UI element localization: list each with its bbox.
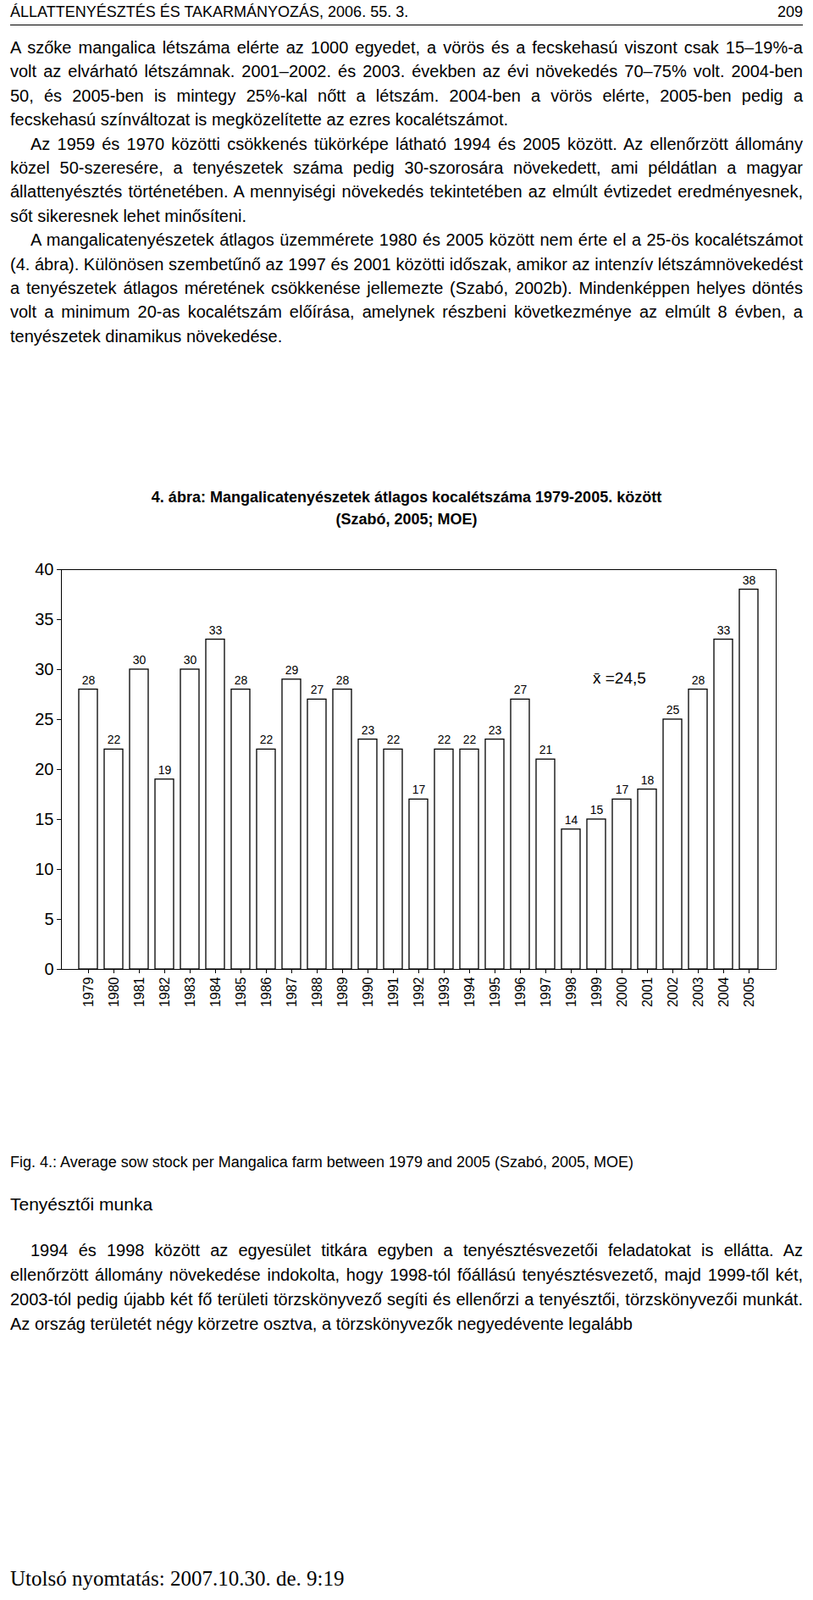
svg-text:30: 30 (132, 652, 147, 667)
html-text:A szőke mangalica létszáma elé: A szőke mangalica létszáma elérte az 100… (10, 38, 803, 129)
svg-text:30: 30 (34, 659, 54, 679)
svg-text:22: 22 (437, 732, 452, 747)
svg-text:28: 28 (336, 673, 350, 687)
svg-text:1989: 1989 (335, 976, 350, 1007)
svg-text:22: 22 (387, 732, 401, 747)
svg-text:2004: 2004 (716, 976, 731, 1007)
svg-text:22: 22 (463, 732, 477, 747)
svg-text:27: 27 (514, 682, 528, 697)
html-text:Az 1959 és 1970 közötti csökke: Az 1959 és 1970 közötti csökkenés tükörk… (10, 134, 803, 226)
svg-text:2001: 2001 (640, 976, 655, 1007)
svg-text:1980: 1980 (106, 976, 122, 1007)
svg-text:28: 28 (691, 673, 706, 687)
svg-text:1986: 1986 (259, 976, 274, 1007)
svg-text:1983: 1983 (182, 976, 198, 1007)
svg-text:2005: 2005 (741, 976, 757, 1007)
svg-text:28: 28 (234, 673, 249, 687)
svg-text:1999: 1999 (589, 976, 604, 1007)
svg-text:18: 18 (641, 773, 655, 787)
svg-text:29: 29 (285, 663, 299, 677)
svg-text:1991: 1991 (386, 976, 401, 1007)
svg-text:1985: 1985 (233, 976, 249, 1007)
svg-text:5: 5 (44, 909, 54, 929)
svg-text:23: 23 (488, 723, 503, 737)
svg-text:15: 15 (34, 809, 54, 829)
svg-text:19: 19 (158, 763, 172, 777)
svg-text:2002: 2002 (665, 976, 681, 1007)
svg-text:1990: 1990 (360, 976, 376, 1007)
html-text:Fig. 4.: Average sow stock per: Fig. 4.: Average sow stock per Mangalica… (10, 1153, 634, 1171)
svg-text:1993: 1993 (436, 976, 452, 1007)
svg-text:20: 20 (34, 759, 54, 779)
svg-text:1997: 1997 (538, 976, 554, 1007)
svg-text:17: 17 (615, 782, 630, 797)
svg-text:1994: 1994 (462, 976, 477, 1007)
svg-text:30: 30 (183, 652, 198, 667)
svg-text:33: 33 (209, 623, 223, 637)
svg-text:1987: 1987 (284, 976, 299, 1007)
svg-text:21: 21 (539, 742, 554, 757)
html-text:ÁLLATTENYÉSZTÉS ÉS TAKARMÁNYOZ: ÁLLATTENYÉSZTÉS ÉS TAKARMÁNYOZÁS, 2006. … (10, 3, 409, 21)
svg-text:17: 17 (412, 782, 426, 797)
svg-text:22: 22 (259, 732, 274, 747)
svg-text:33: 33 (717, 623, 731, 637)
svg-text:1981: 1981 (132, 976, 147, 1007)
svg-text:22: 22 (107, 732, 122, 747)
html-text:Utolsó nyomtatás: 2007.10.30.: Utolsó nyomtatás: 2007.10.30. de. 9:19 (10, 1566, 345, 1590)
svg-text:1984: 1984 (208, 976, 223, 1007)
svg-text:1992: 1992 (411, 976, 426, 1007)
svg-text:2000: 2000 (614, 976, 630, 1007)
svg-text:1979: 1979 (81, 976, 96, 1007)
svg-text:1988: 1988 (309, 976, 325, 1007)
svg-text:2003: 2003 (691, 976, 706, 1007)
svg-text:25: 25 (666, 702, 681, 717)
html-text:Tenyésztői munka: Tenyésztői munka (10, 1194, 153, 1214)
svg-text:15: 15 (590, 802, 604, 817)
svg-text:35: 35 (34, 609, 54, 629)
html-text:A mangalicatenyészetek átlagos: A mangalicatenyészetek átlagos üzemméret… (10, 230, 803, 346)
svg-text:38: 38 (742, 573, 757, 587)
html-text:x̄ =24,5: x̄ =24,5 (592, 669, 647, 687)
html-text:209: 209 (777, 3, 803, 21)
svg-text:14: 14 (564, 813, 579, 827)
svg-text:1982: 1982 (157, 976, 172, 1007)
svg-text:23: 23 (361, 723, 376, 737)
svg-text:0: 0 (44, 959, 54, 979)
svg-text:1996: 1996 (513, 976, 528, 1007)
html-text:1994 és 1998 között az egyesül: 1994 és 1998 között az egyesület titkára… (10, 1240, 803, 1333)
svg-text:28: 28 (82, 673, 96, 687)
svg-text:40: 40 (34, 559, 54, 579)
html-text:(Szabó, 2005; MOE): (Szabó, 2005; MOE) (335, 510, 478, 528)
svg-text:25: 25 (34, 709, 54, 729)
svg-text:1998: 1998 (564, 976, 579, 1007)
html-text:4. ábra: Mangalicatenyészetek: 4. ábra: Mangalicatenyészetek átlagos ko… (151, 488, 662, 506)
svg-text:10: 10 (34, 859, 54, 879)
svg-text:1995: 1995 (487, 976, 503, 1007)
svg-text:27: 27 (310, 682, 325, 697)
